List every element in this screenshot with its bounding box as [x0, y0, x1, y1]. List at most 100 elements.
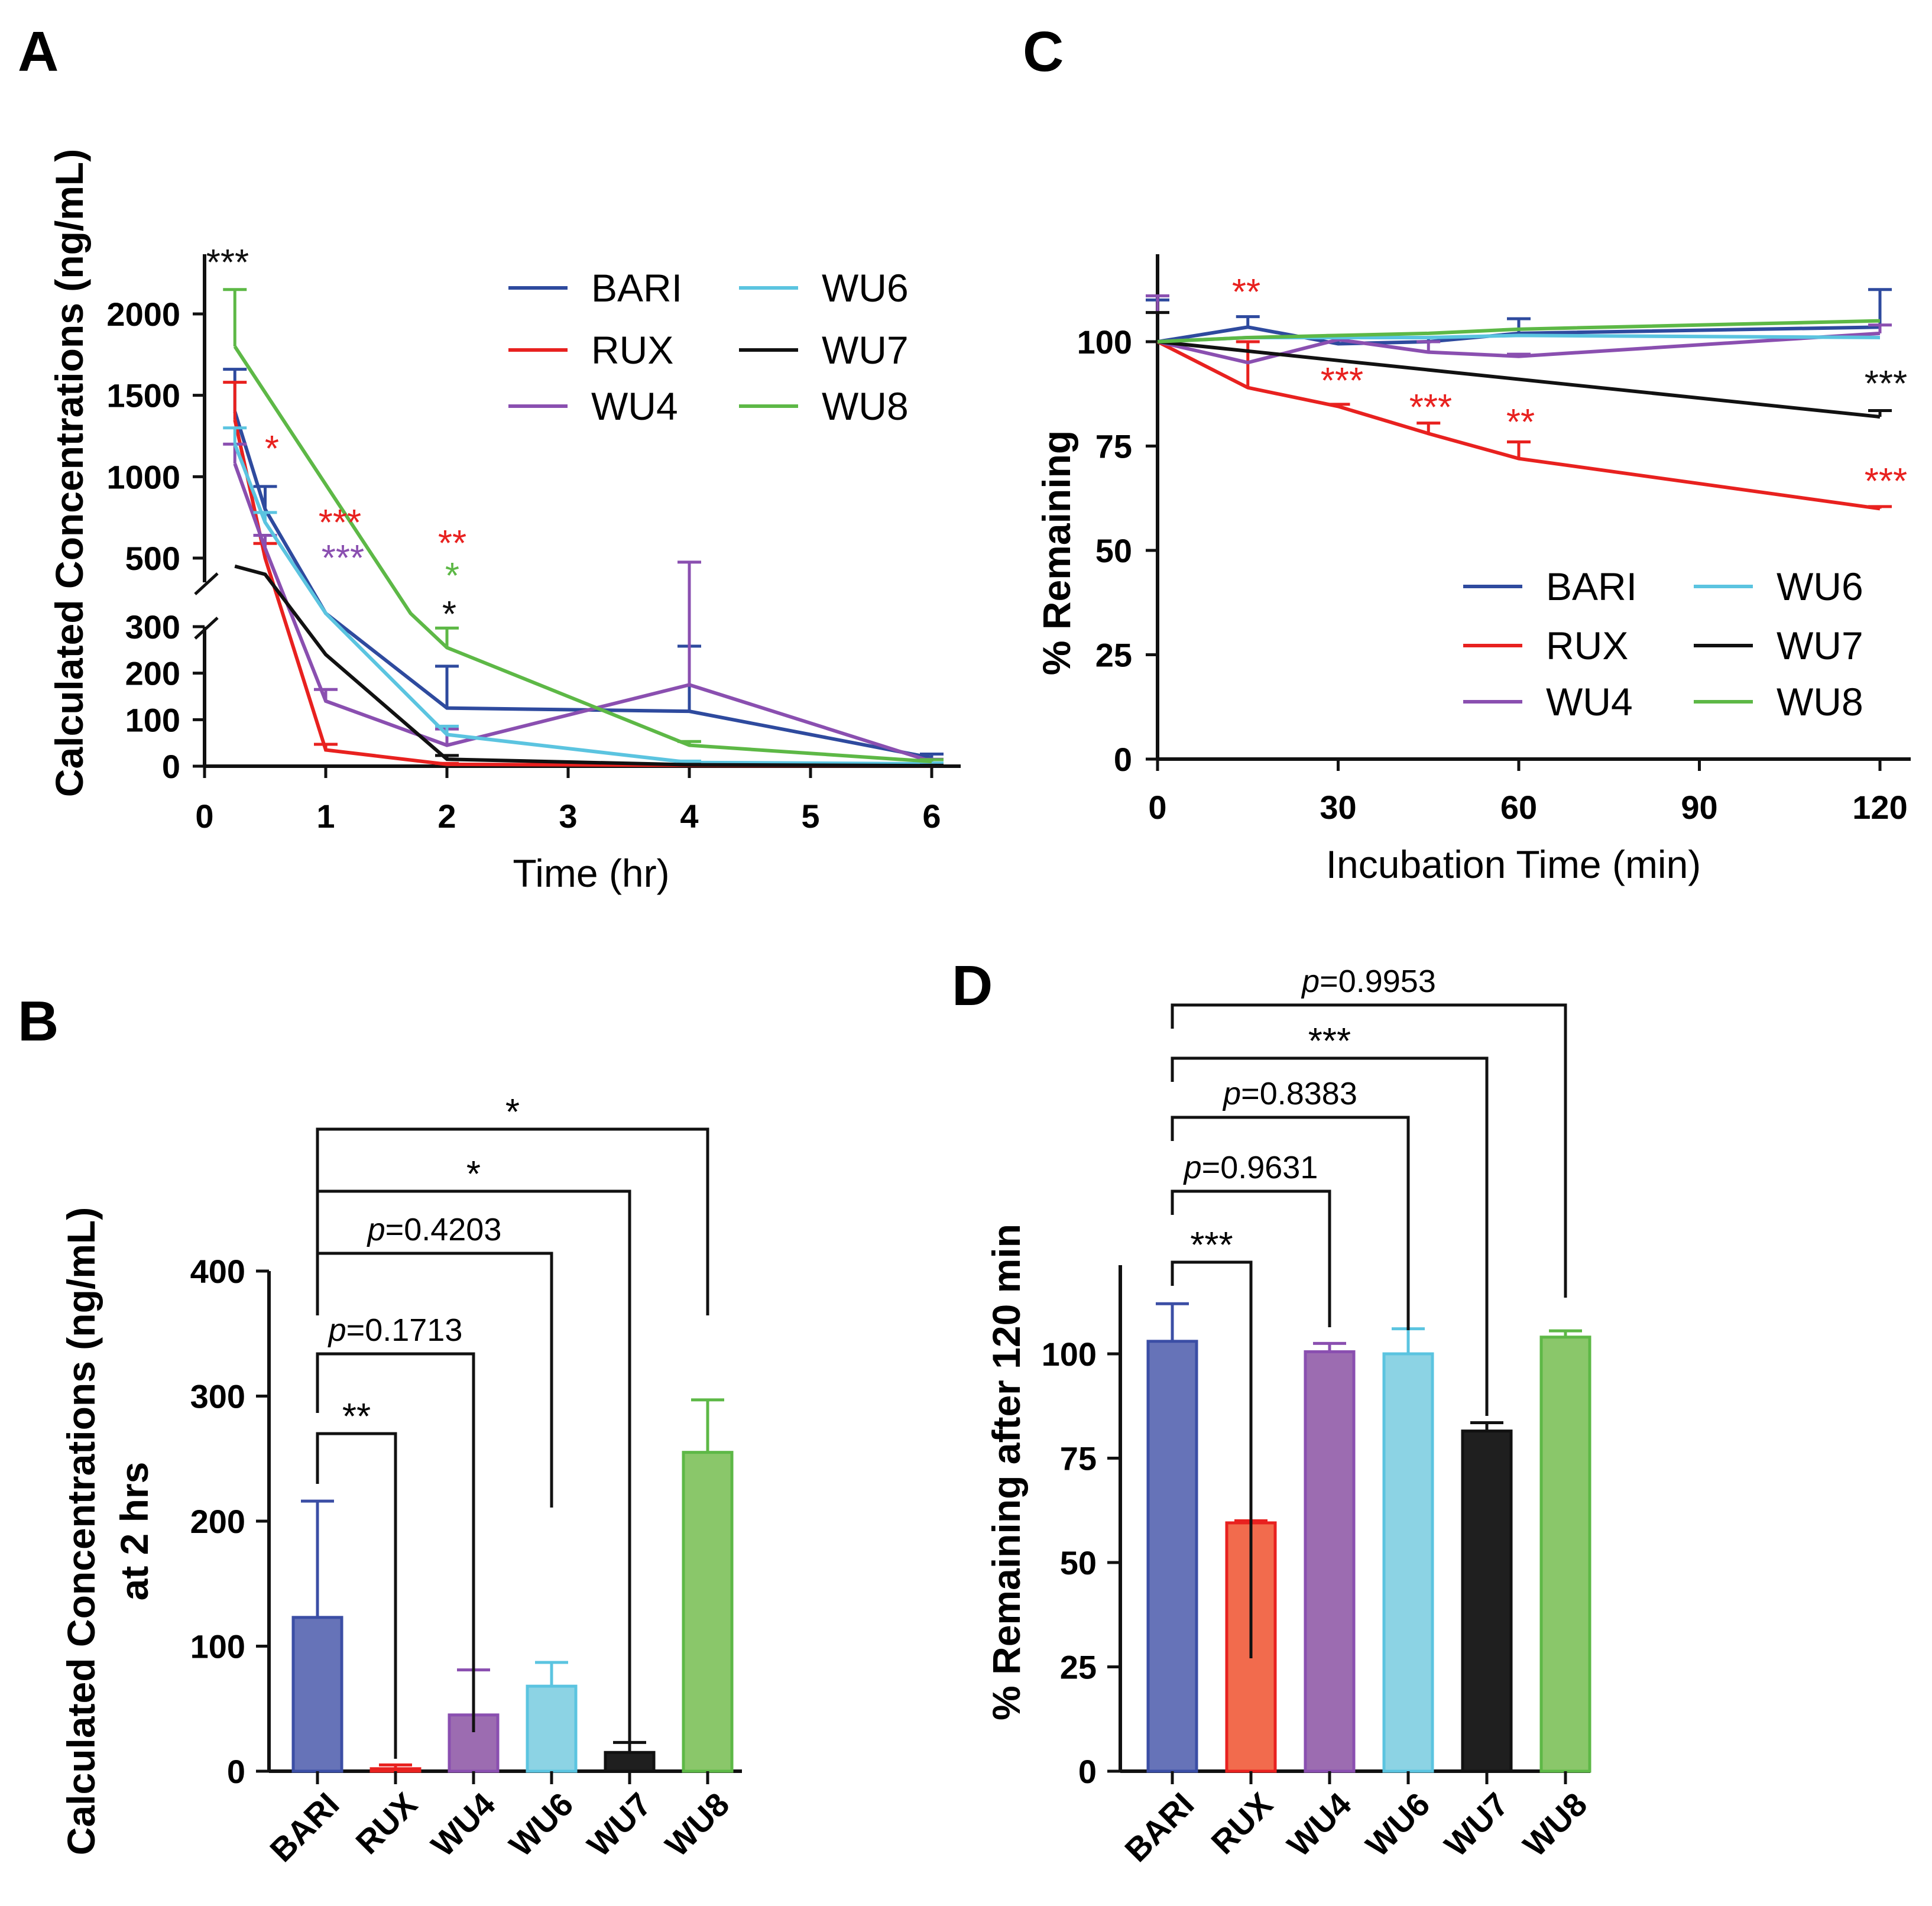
comparison-bracket [1171, 1116, 1410, 1330]
legend-label-bari: BARI [1546, 565, 1637, 608]
significance-marker: *** [1865, 461, 1907, 502]
bar-wu6 [526, 1684, 578, 1773]
comparison-bracket [316, 1189, 631, 1747]
y-tick-label: 2000 [106, 296, 180, 333]
significance-marker: ** [1506, 402, 1535, 443]
bar-rux [369, 1767, 422, 1773]
y-tick-label: 0 [227, 1753, 245, 1790]
series-line-wu6 [233, 443, 932, 766]
legend-label-rux: RUX [591, 328, 673, 372]
panel-c-line-chart: 0 30 60 90 120 0 25 50 75 100 Incubation Time (min… [1035, 254, 1911, 886]
significance-marker: *** [206, 242, 249, 283]
axis-break-mark [194, 617, 219, 640]
panel-letter-a: A [18, 20, 59, 83]
comparison-label: p=0.9631 [1183, 1150, 1318, 1185]
series-line-rux [233, 419, 932, 768]
comparison-bracket [316, 1127, 709, 1315]
x-tick-label: 60 [1500, 789, 1537, 826]
comparison-bracket [316, 1352, 475, 1732]
bar-bari [1146, 1340, 1198, 1773]
bar-wu7 [1461, 1429, 1513, 1773]
y-tick-label: 0 [162, 748, 180, 785]
x-tick-label: 120 [1852, 789, 1907, 826]
series-line-wu4 [1157, 331, 1881, 365]
y-tick-label: 0 [1078, 1753, 1097, 1790]
x-tick-label: 0 [1148, 789, 1166, 826]
bar-wu7 [604, 1751, 656, 1773]
x-tick-label-wu6: WU6 [1359, 1785, 1437, 1864]
x-tick-label: 4 [680, 798, 698, 835]
y-axis-title: % Remaining after 120 min [984, 1224, 1028, 1720]
comparison-label: * [466, 1154, 481, 1195]
x-tick-label-wu7: WU7 [580, 1785, 659, 1864]
panel-letter-b: B [18, 990, 59, 1053]
panel-d-bar-chart: 0 25 50 75 100 BARI RUX WU4 WU6 WU7 WU8 *** p=0.9631… [984, 964, 1594, 1869]
comparison-bracket [1171, 1003, 1567, 1298]
series-line-wu7 [234, 564, 932, 768]
series-line-rux [1156, 340, 1881, 511]
legend-label-wu6: WU6 [1777, 565, 1863, 608]
significance-marker: *** [322, 538, 364, 579]
significance-marker: ** [438, 523, 466, 564]
significance-marker: * [442, 594, 456, 635]
legend-label-wu7: WU7 [822, 328, 909, 372]
y-tick-label: 0 [1114, 741, 1132, 778]
y-tick-label: 100 [1077, 323, 1132, 361]
x-axis-title: Incubation Time (min) [1326, 842, 1701, 886]
y-tick-label: 75 [1060, 1440, 1097, 1477]
significance-marker: ** [1232, 272, 1260, 313]
x-tick-label-wu4: WU4 [1280, 1785, 1359, 1864]
significance-marker: *** [1409, 387, 1452, 428]
series-line-bari [1157, 325, 1881, 346]
y-tick-label: 500 [125, 540, 180, 577]
x-tick-label: 1 [316, 798, 335, 835]
comparison-label: p=0.8383 [1222, 1076, 1357, 1111]
x-tick-label: 5 [801, 798, 819, 835]
y-tick-label: 75 [1095, 428, 1132, 465]
x-tick-label: 2 [437, 798, 456, 835]
axis-break-mark [194, 572, 219, 595]
y-tick-label: 200 [125, 655, 180, 692]
y-tick-label: 100 [1042, 1336, 1097, 1373]
x-tick-label: 90 [1681, 789, 1717, 826]
significance-marker: * [445, 556, 459, 597]
y-tick-label: 1000 [106, 458, 180, 495]
y-axis-title: Calculated Concentrations (ng/mL) [47, 149, 91, 797]
comparison-label: p=0.9953 [1301, 964, 1436, 999]
x-tick-label-rux: RUX [1204, 1785, 1279, 1861]
y-tick-label: 200 [190, 1503, 245, 1540]
y-tick-label: 25 [1060, 1649, 1097, 1686]
panel-letter-c: C [1023, 20, 1064, 83]
x-tick-label-wu4: WU4 [424, 1785, 503, 1864]
legend-label-wu7: WU7 [1777, 624, 1863, 667]
y-tick-label: 1500 [106, 377, 180, 414]
legend-label-wu6: WU6 [822, 266, 909, 310]
significance-marker: *** [1865, 364, 1907, 404]
y-tick-label: 300 [190, 1378, 245, 1415]
y-axis-title-line2: at 2 hrs [112, 1462, 156, 1601]
x-tick-label: 3 [559, 798, 577, 835]
bar-wu4 [1304, 1350, 1356, 1773]
comparison-label: *** [1308, 1021, 1351, 1062]
comparison-bracket [316, 1252, 553, 1508]
y-tick-label: 100 [125, 701, 180, 738]
bar-wu8 [682, 1451, 734, 1773]
legend-label-wu8: WU8 [822, 384, 909, 428]
comparison-bracket [316, 1432, 397, 1759]
x-tick-label-wu8: WU8 [1516, 1785, 1594, 1864]
x-axis-title: Time (hr) [513, 851, 669, 895]
x-tick-label-bari: BARI [262, 1785, 346, 1869]
y-tick-label: 100 [190, 1628, 245, 1665]
comparison-label: * [505, 1092, 520, 1133]
y-tick-label: 50 [1060, 1544, 1097, 1581]
comparison-label: *** [1190, 1225, 1233, 1266]
legend-label-bari: BARI [591, 266, 682, 310]
legend-label-wu4: WU4 [591, 384, 678, 428]
x-tick-label-wu7: WU7 [1437, 1785, 1516, 1864]
y-tick-label: 300 [125, 608, 180, 646]
x-tick-label-bari: BARI [1117, 1785, 1201, 1869]
y-tick-label: 400 [190, 1253, 245, 1290]
legend-label-wu8: WU8 [1777, 680, 1863, 724]
panel-letter-d: D [952, 954, 993, 1017]
